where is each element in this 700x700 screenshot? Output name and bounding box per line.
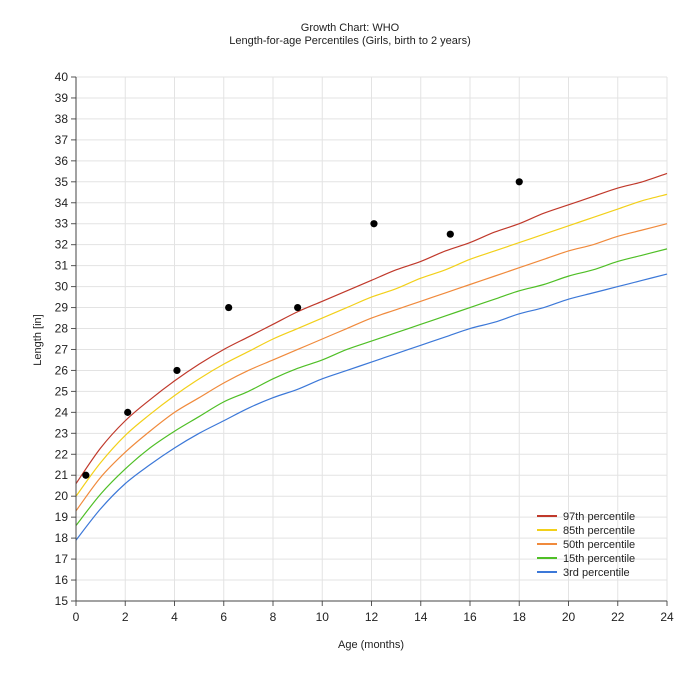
data-point [82,471,90,479]
chart-subtitle: Length-for-age Percentiles (Girls, birth… [229,35,471,47]
data-point [225,303,233,312]
y-tick-label: 20 [55,489,69,503]
measurement-points [82,178,523,479]
y-tick-label: 17 [55,552,69,566]
y-tick-label: 19 [55,510,69,524]
y-tick-label: 21 [55,468,69,482]
series-line-15th-percentile [75,248,668,526]
x-tick-label: 8 [270,610,277,624]
chart-title: Growth Chart: WHO [301,22,400,34]
y-tick-label: 40 [55,70,69,84]
y-tick-label: 15 [55,594,69,608]
y-tick-label: 33 [55,217,69,231]
legend-label-85th-percentile: 85th percentile [563,525,635,537]
y-tick-label: 29 [55,301,69,315]
x-tick-label: 4 [171,610,178,624]
y-tick-label: 37 [55,133,69,147]
x-tick-label: 10 [316,610,330,624]
y-tick-label: 26 [55,363,69,377]
y-tick-label: 32 [55,238,69,252]
x-tick-label: 12 [365,610,379,624]
y-axis-label: Length [in] [32,314,44,365]
data-point [173,366,181,375]
tick-labels: 0 2 4 6 8 10 12 14 16 18 20 22 241516171819202122232… [55,70,674,624]
axes [71,76,668,606]
y-tick-label: 23 [55,426,69,440]
series-line-85th-percentile [75,193,668,497]
x-tick-label: 20 [562,610,576,624]
y-tick-label: 38 [55,112,69,126]
data-point [446,230,454,238]
y-tick-label: 34 [55,196,69,210]
x-tick-label: 16 [463,610,477,624]
y-tick-label: 30 [55,280,69,294]
percentile-curves [75,172,668,541]
legend-label-15th-percentile: 15th percentile [563,553,635,565]
legend-label-97th-percentile: 97th percentile [563,511,635,523]
series-line-50th-percentile [75,223,668,512]
y-tick-label: 18 [55,531,69,545]
series-line-97th-percentile [75,172,668,484]
x-tick-label: 0 [73,610,80,624]
y-tick-label: 36 [55,154,69,168]
data-point [370,220,378,228]
x-tick-label: 14 [414,610,428,624]
y-tick-label: 27 [55,342,69,356]
series-line-3rd-percentile [75,273,668,541]
x-tick-label: 2 [122,610,129,624]
y-tick-label: 24 [55,405,69,419]
data-point [294,303,302,312]
legend-label-50th-percentile: 50th percentile [563,539,635,551]
y-tick-label: 35 [55,175,69,189]
x-tick-label: 6 [220,610,227,624]
x-tick-label: 24 [660,610,674,624]
legend: 97th percentile 85th percentile 50th perce… [537,511,635,579]
y-tick-label: 25 [55,384,69,398]
data-point [124,408,132,416]
data-point [515,178,523,186]
y-tick-label: 31 [55,259,69,273]
x-tick-label: 18 [513,610,527,624]
y-tick-label: 39 [55,91,69,105]
gridlines [76,76,668,601]
y-tick-label: 28 [55,322,69,336]
x-axis-label: Age (months) [338,639,404,651]
y-tick-label: 16 [55,573,69,587]
legend-label-3rd-percentile: 3rd percentile [563,567,630,579]
x-tick-label: 22 [611,610,625,624]
y-tick-label: 22 [55,447,69,461]
